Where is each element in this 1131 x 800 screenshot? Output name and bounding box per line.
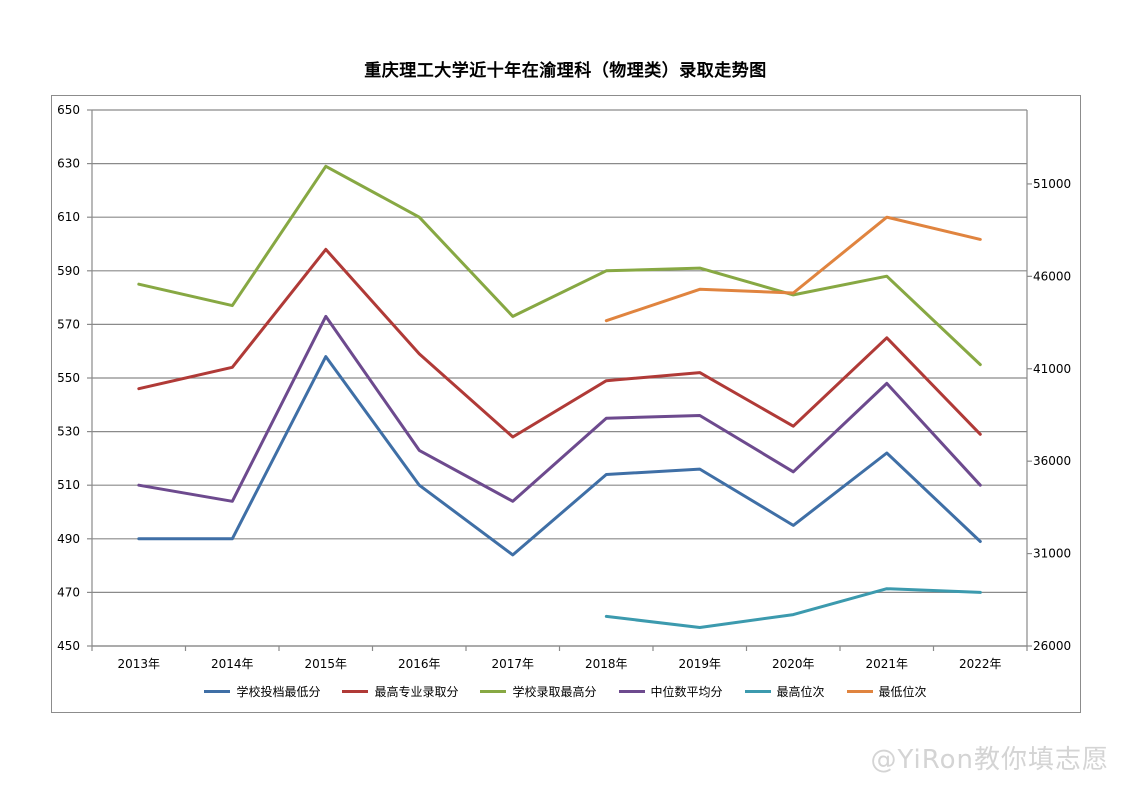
watermark: @YiRon教你填志愿 (870, 745, 1109, 775)
x-axis-tick-label: 2020年 (772, 657, 815, 671)
legend-item: 最高专业录取分 (342, 683, 458, 700)
series-lines (137, 164, 982, 629)
legend-item: 最低位次 (846, 683, 927, 700)
tick-labels: 450 470 490 510 530 550 570 590 610 630 650 26000 31… (57, 103, 1071, 671)
legend-swatch (744, 690, 771, 693)
right-axis-tick-label: 51000 (1033, 177, 1071, 191)
legend-item: 最高位次 (744, 683, 825, 700)
legend: 学校投档最低分 最高专业录取分 学校录取最高分 中位数平均分 最高位次 最低位次 (0, 683, 1131, 700)
legend-swatch (846, 690, 873, 693)
series-line (137, 355, 982, 557)
legend-label: 最高位次 (776, 685, 825, 699)
left-axis-tick-label: 610 (57, 210, 80, 224)
chart-title: 重庆理工大学近十年在渝理科（物理类）录取走势图 (364, 61, 767, 81)
series-line (604, 587, 982, 629)
x-axis-tick-label: 2022年 (959, 657, 1002, 671)
legend-swatch (342, 690, 369, 693)
left-axis-tick-label: 530 (57, 425, 80, 439)
legend-label: 学校录取最高分 (512, 685, 597, 699)
legend-item: 学校投档最低分 (204, 683, 320, 700)
grid-lines (92, 109, 1027, 647)
series-line (137, 247, 982, 439)
legend-label: 最高专业录取分 (374, 685, 459, 699)
left-axis-tick-label: 470 (57, 585, 80, 599)
series-line (137, 314, 982, 503)
right-axis-tick-label: 31000 (1033, 547, 1071, 561)
right-axis-tick-label: 41000 (1033, 362, 1071, 376)
x-axis-tick-label: 2017年 (491, 657, 534, 671)
chart-frame (51, 95, 1081, 713)
left-axis-tick-label: 450 (57, 639, 80, 653)
legend-swatch (204, 690, 231, 693)
legend-swatch (480, 690, 507, 693)
left-axis-tick-label: 570 (57, 317, 80, 331)
x-axis-tick-label: 2019年 (678, 657, 721, 671)
left-axis-tick-label: 510 (57, 478, 80, 492)
legend-label: 中位数平均分 (650, 685, 723, 699)
series-line (604, 215, 982, 323)
legend-item: 学校录取最高分 (480, 683, 597, 700)
left-axis-tick-label: 650 (57, 103, 80, 117)
legend-swatch (618, 690, 645, 693)
right-axis-tick-label: 36000 (1033, 454, 1071, 468)
right-axis-tick-label: 46000 (1033, 269, 1071, 283)
left-axis-tick-label: 490 (57, 532, 80, 546)
axes (87, 109, 1032, 651)
x-axis-tick-label: 2016年 (398, 657, 441, 671)
series-line (137, 164, 982, 367)
x-axis-tick-label: 2018年 (585, 657, 628, 671)
legend-label: 学校投档最低分 (236, 685, 321, 699)
legend-item: 中位数平均分 (618, 683, 723, 700)
x-axis-tick-label: 2014年 (211, 657, 254, 671)
left-axis-tick-label: 590 (57, 264, 80, 278)
right-axis-tick-label: 26000 (1033, 639, 1071, 653)
left-axis-tick-label: 550 (57, 371, 80, 385)
x-axis-tick-label: 2015年 (304, 657, 347, 671)
legend-label: 最低位次 (878, 685, 927, 699)
x-axis-tick-label: 2013年 (117, 657, 160, 671)
left-axis-tick-label: 630 (57, 157, 80, 171)
x-axis-tick-label: 2021年 (865, 657, 908, 671)
